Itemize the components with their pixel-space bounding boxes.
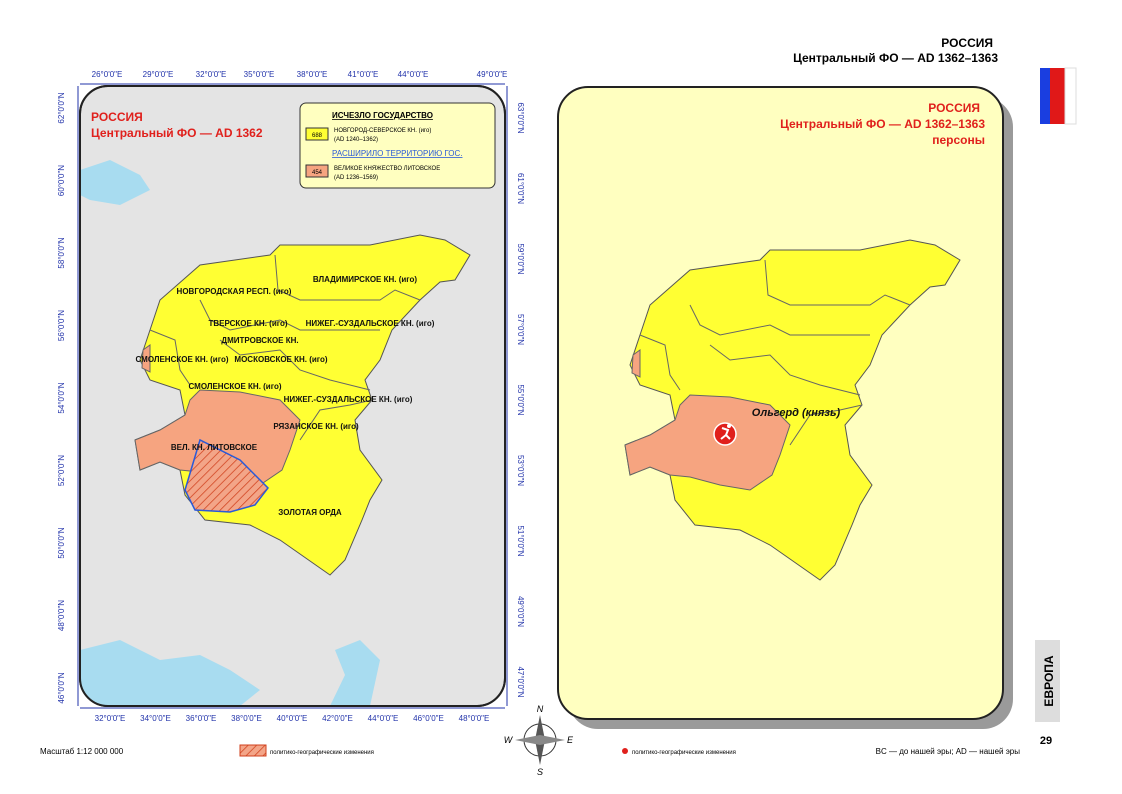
region-label: МОСКОВСКОЕ КН. (иго) xyxy=(234,355,327,364)
x-tick-label: 46°0'0"E xyxy=(413,714,444,723)
region-label: НИЖЕГ.-СУЗДАЛЬСКОЕ КН. (иго) xyxy=(284,395,413,404)
map-legend: ИСЧЕЗЛО ГОСУДАРСТВО 688 НОВГОРОД-СЕВЕРСК… xyxy=(299,102,496,189)
region-label: ЗОЛОТАЯ ОРДА xyxy=(278,508,342,517)
compass-letter: E xyxy=(567,735,574,745)
y-tick-label: 56°0'0"N xyxy=(57,310,66,341)
y-tick-label: 55°0'0"N xyxy=(516,384,525,415)
region-label: ТВЕРСКОЕ КН. (иго) xyxy=(208,319,287,328)
x-tick-label: 40°0'0"E xyxy=(277,714,308,723)
region-label: РЯЗАНСКОЕ КН. (иго) xyxy=(273,422,359,431)
region-label: СМОЛЕНСКОЕ КН. (иго) xyxy=(189,382,282,391)
region-label: НОВГОРОДСКАЯ РЕСП. (иго) xyxy=(177,287,292,296)
page-number: 29 xyxy=(1040,735,1052,747)
legend-heading: ИСЧЕЗЛО ГОСУДАРСТВО xyxy=(332,111,433,120)
compass-letter: N xyxy=(537,704,544,714)
legend-dates: (AD 1240–1362) xyxy=(334,137,378,143)
x-tick-label: 42°0'0"E xyxy=(322,714,353,723)
legend-dates: (AD 1236–1569) xyxy=(334,175,378,181)
x-tick-label: 32°0'0"E xyxy=(95,714,126,723)
legend-item: НОВГОРОД-СЕВЕРСКОЕ КН. (иго) xyxy=(334,128,431,134)
map-subtitle: Центральный ФО — AD 1362–1363 xyxy=(780,117,985,131)
compass-letter: S xyxy=(537,767,543,777)
y-tick-label: 62°0'0"N xyxy=(57,92,66,123)
section: ЕВРОПА xyxy=(1042,655,1056,706)
legend-code: 454 xyxy=(312,170,323,176)
map-subtitle: персоны xyxy=(932,133,985,147)
legend-code: 688 xyxy=(312,133,323,139)
x-tick-label: 49°0'0"E xyxy=(477,70,508,79)
x-tick-label: 29°0'0"E xyxy=(143,70,174,79)
y-tick-label: 52°0'0"N xyxy=(57,455,66,486)
y-tick-label: 46°0'0"N xyxy=(57,672,66,703)
compass-letter: W xyxy=(504,735,514,745)
map-subtitle: Центральный ФО — AD 1362 xyxy=(91,126,263,140)
y-tick-label: 49°0'0"N xyxy=(516,596,525,627)
legend-label: политико-географические изменения xyxy=(632,750,736,756)
map-title: РОССИЯ xyxy=(91,110,143,124)
region-label: НИЖЕГ.-СУЗДАЛЬСКОЕ КН. (иго) xyxy=(306,319,435,328)
x-tick-label: 36°0'0"E xyxy=(186,714,217,723)
x-tick-label: 41°0'0"E xyxy=(348,70,379,79)
y-tick-label: 50°0'0"N xyxy=(57,527,66,558)
compass: N W E S xyxy=(504,704,574,777)
y-tick-label: 54°0'0"N xyxy=(57,382,66,413)
legend-item: ВЕЛИКОЕ КНЯЖЕСТВО ЛИТОВСКОЕ xyxy=(334,166,440,172)
map-left xyxy=(80,160,471,706)
scale: Масштаб 1:12 000 000 xyxy=(40,747,124,756)
header-subtitle: Центральный ФО — AD 1362–1363 xyxy=(793,51,998,65)
region-label: ВЕЛ. КН. ЛИТОВСКОЕ xyxy=(171,443,258,452)
map-title: РОССИЯ xyxy=(928,101,980,115)
era-note: BC — до нашей эры; AD — нашей эры xyxy=(876,747,1021,756)
legend-label: политико-географические изменения xyxy=(270,750,374,756)
y-tick-label: 60°0'0"N xyxy=(57,165,66,196)
y-tick-label: 47°0'0"N xyxy=(516,666,525,697)
x-tick-label: 38°0'0"E xyxy=(297,70,328,79)
y-tick-label: 48°0'0"N xyxy=(57,600,66,631)
y-tick-label: 61°0'0"N xyxy=(516,173,525,204)
region-label: СМОЛЕНСКОЕ КН. (иго) xyxy=(136,355,229,364)
region-label: ДМИТРОВСКОЕ КН. xyxy=(221,336,298,345)
y-tick-label: 63°0'0"N xyxy=(516,102,525,133)
x-tick-label: 32°0'0"E xyxy=(196,70,227,79)
person-icon xyxy=(713,422,737,446)
x-tick-label: 38°0'0"E xyxy=(231,714,262,723)
y-tick-label: 53°0'0"N xyxy=(516,455,525,486)
x-tick-label: 44°0'0"E xyxy=(368,714,399,723)
x-tick-label: 35°0'0"E xyxy=(244,70,275,79)
person-label: Ольгерд (князь) xyxy=(752,407,841,419)
y-tick-label: 57°0'0"N xyxy=(516,314,525,345)
x-tick-label: 34°0'0"E xyxy=(140,714,171,723)
legend-heading: РАСШИРИЛО ТЕРРИТОРИЮ ГОС. xyxy=(332,149,463,158)
y-tick-label: 51°0'0"N xyxy=(516,525,525,556)
y-tick-label: 58°0'0"N xyxy=(57,237,66,268)
x-tick-label: 48°0'0"E xyxy=(459,714,490,723)
flag xyxy=(1040,67,1077,125)
region-label: ВЛАДИМИРСКОЕ КН. (иго) xyxy=(313,275,418,284)
header-title: РОССИЯ xyxy=(941,36,993,50)
x-tick-label: 26°0'0"E xyxy=(92,70,123,79)
y-tick-label: 59°0'0"N xyxy=(516,243,525,274)
x-tick-label: 44°0'0"E xyxy=(398,70,429,79)
